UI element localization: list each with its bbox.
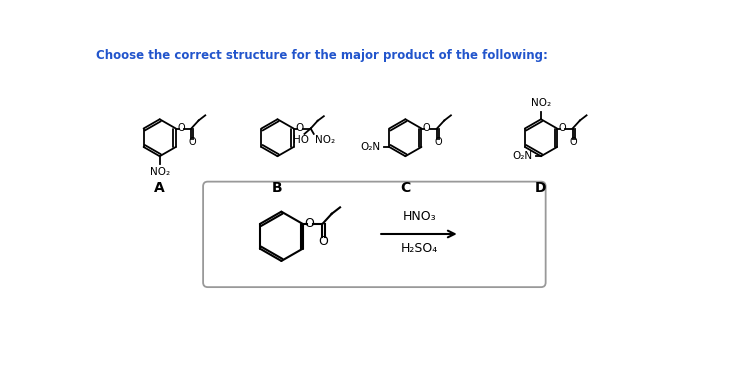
Text: NO₂: NO₂ bbox=[315, 135, 335, 145]
Text: B: B bbox=[272, 181, 283, 195]
Text: D: D bbox=[535, 181, 547, 195]
Text: A: A bbox=[154, 181, 165, 195]
Text: O₂N: O₂N bbox=[361, 142, 381, 152]
Text: O: O bbox=[318, 235, 329, 248]
FancyBboxPatch shape bbox=[203, 182, 545, 287]
Text: O: O bbox=[423, 123, 430, 133]
Text: O: O bbox=[569, 137, 578, 147]
Text: C: C bbox=[400, 181, 411, 195]
Text: NO₂: NO₂ bbox=[149, 167, 170, 177]
Text: O: O bbox=[559, 123, 566, 133]
Text: O: O bbox=[188, 137, 196, 147]
Text: H₂SO₄: H₂SO₄ bbox=[400, 242, 438, 255]
Text: O₂N: O₂N bbox=[512, 151, 532, 161]
Text: NO₂: NO₂ bbox=[531, 99, 551, 108]
Text: O: O bbox=[305, 216, 314, 230]
Text: O: O bbox=[434, 137, 442, 147]
Text: O: O bbox=[177, 123, 184, 133]
Text: O: O bbox=[296, 123, 304, 133]
Text: Choose the correct structure for the major product of the following:: Choose the correct structure for the maj… bbox=[96, 49, 548, 62]
Text: HO: HO bbox=[294, 135, 310, 145]
Text: HNO₃: HNO₃ bbox=[403, 210, 436, 223]
